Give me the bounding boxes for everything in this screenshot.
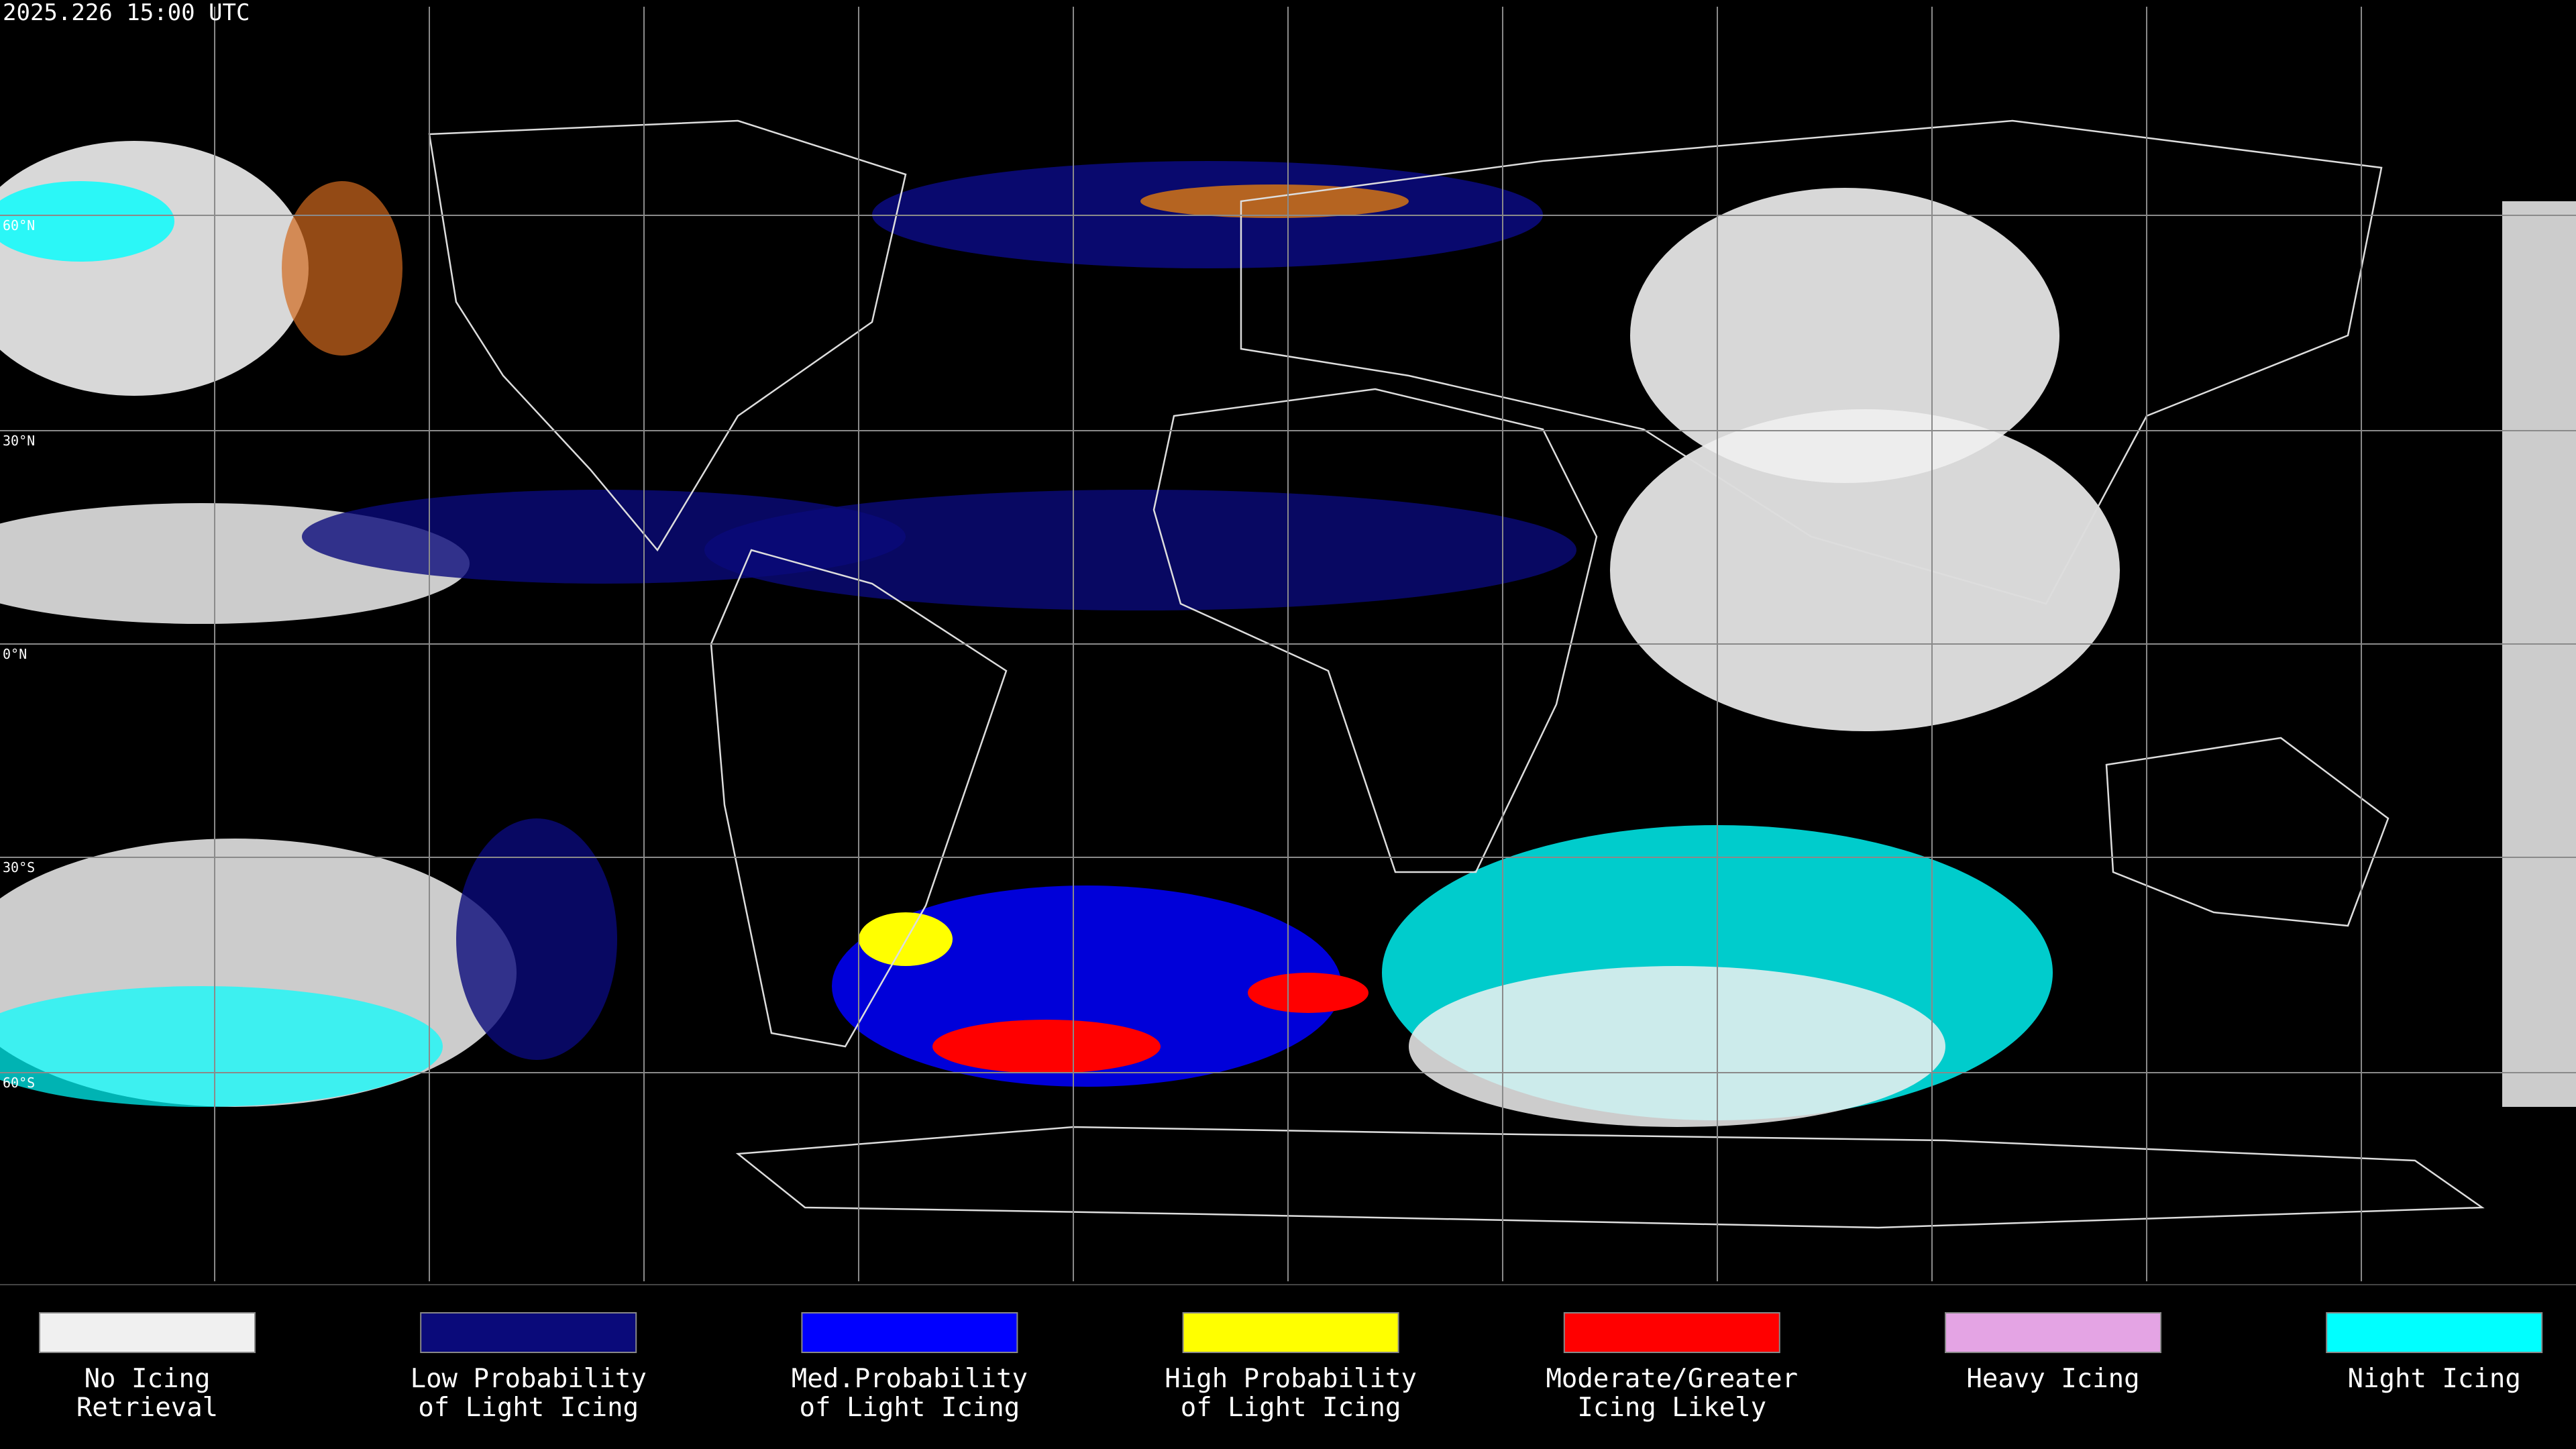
legend-label: Med.Probability — [792, 1364, 1028, 1394]
legend-swatch — [801, 1312, 1018, 1353]
legend-label: Retrieval — [76, 1393, 218, 1423]
legend-swatch — [1182, 1312, 1399, 1353]
legend-swatch — [2326, 1312, 2543, 1353]
latitude-label: 30°N — [3, 433, 35, 449]
graticule — [0, 7, 2576, 1281]
latitude-label: 0°N — [3, 646, 27, 662]
legend-label: of Light Icing — [1181, 1393, 1401, 1423]
latitude-label: 60°S — [3, 1075, 35, 1091]
legend-label: Heavy Icing — [1966, 1364, 2139, 1394]
legend-label: Moderate/Greater — [1546, 1364, 1798, 1394]
legend-label: Icing Likely — [1577, 1393, 1766, 1423]
legend-label: High Probability — [1165, 1364, 1417, 1394]
legend-label: Low Probability — [411, 1364, 647, 1394]
legend-label: No Icing — [85, 1364, 211, 1394]
legend-label: of Light Icing — [418, 1393, 639, 1423]
coastlines — [428, 119, 2485, 1229]
latitude-label: 60°N — [3, 217, 35, 233]
legend-swatch — [1563, 1312, 1780, 1353]
legend-swatch — [1945, 1312, 2161, 1353]
legend-label: of Light Icing — [800, 1393, 1020, 1423]
legend-swatch — [39, 1312, 256, 1353]
legend-label: Night Icing — [2348, 1364, 2521, 1394]
latitude-label: 30°S — [3, 859, 35, 875]
legend-swatch — [420, 1312, 637, 1353]
timestamp: 2025.226 15:00 UTC — [3, 0, 250, 26]
